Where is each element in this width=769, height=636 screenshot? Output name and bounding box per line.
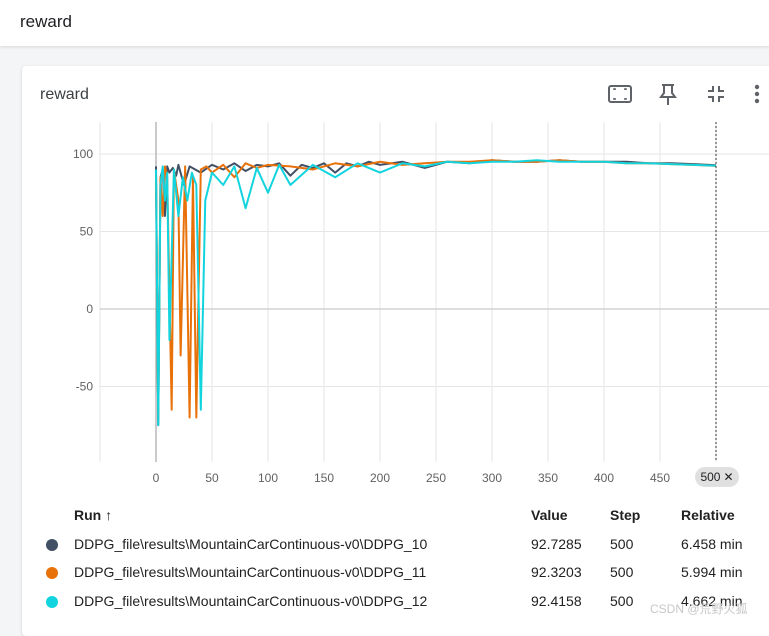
run-step: 500 xyxy=(610,564,634,580)
run-name: DDPG_file\results\MountainCarContinuous-… xyxy=(74,593,428,609)
fullscreen-icon[interactable] xyxy=(606,80,634,108)
x-tick-label: 0 xyxy=(153,471,160,485)
run-name: DDPG_file\results\MountainCarContinuous-… xyxy=(74,564,427,580)
run-color-dot xyxy=(46,596,58,608)
chart-title: reward xyxy=(40,86,89,103)
chart-card xyxy=(22,66,769,636)
x-tick-label: 100 xyxy=(258,471,278,485)
x-tick-label: 150 xyxy=(314,471,334,485)
x-tick-label: 300 xyxy=(482,471,502,485)
page-title: reward xyxy=(20,12,72,31)
hover-step-chip[interactable]: 500 ✕ xyxy=(695,467,739,487)
series-line-3 xyxy=(155,159,717,427)
run-step: 500 xyxy=(610,536,634,552)
run-color-dot xyxy=(46,539,58,551)
run-name: DDPG_file\results\MountainCarContinuous-… xyxy=(74,536,428,552)
top-bar: reward xyxy=(0,0,769,46)
column-header-run[interactable]: Run ↑ xyxy=(74,507,113,523)
run-value: 92.7285 xyxy=(531,536,582,552)
watermark-text: CSDN @荒野火狐 xyxy=(650,602,748,616)
column-header-step: Step xyxy=(610,507,641,523)
column-header-relative: Relative xyxy=(681,507,735,523)
column-header-value: Value xyxy=(531,507,568,523)
y-tick-label: 0 xyxy=(86,302,93,316)
x-tick-label: 400 xyxy=(594,471,614,485)
pin-icon[interactable] xyxy=(654,80,682,108)
x-tick-label: 50 xyxy=(205,471,219,485)
x-tick-label: 200 xyxy=(370,471,390,485)
run-value: 92.4158 xyxy=(531,593,582,609)
x-tick-label: 250 xyxy=(426,471,446,485)
hover-step-label: 500 xyxy=(700,470,721,484)
run-value: 92.3203 xyxy=(531,564,582,580)
x-tick-label: 350 xyxy=(538,471,558,485)
run-relative: 4.662 min xyxy=(681,593,743,609)
run-color-dot xyxy=(46,567,58,579)
y-tick-label: 50 xyxy=(80,225,94,239)
y-tick-label: 100 xyxy=(73,147,93,161)
x-tick-label: 450 xyxy=(650,471,670,485)
run-relative: 5.994 min xyxy=(681,564,743,580)
y-tick-label: -50 xyxy=(76,380,94,394)
run-relative: 6.458 min xyxy=(681,536,743,552)
collapse-icon[interactable] xyxy=(702,80,730,108)
run-step: 500 xyxy=(610,593,634,609)
more-vert-icon[interactable] xyxy=(750,80,764,108)
close-icon[interactable]: ✕ xyxy=(723,470,734,484)
